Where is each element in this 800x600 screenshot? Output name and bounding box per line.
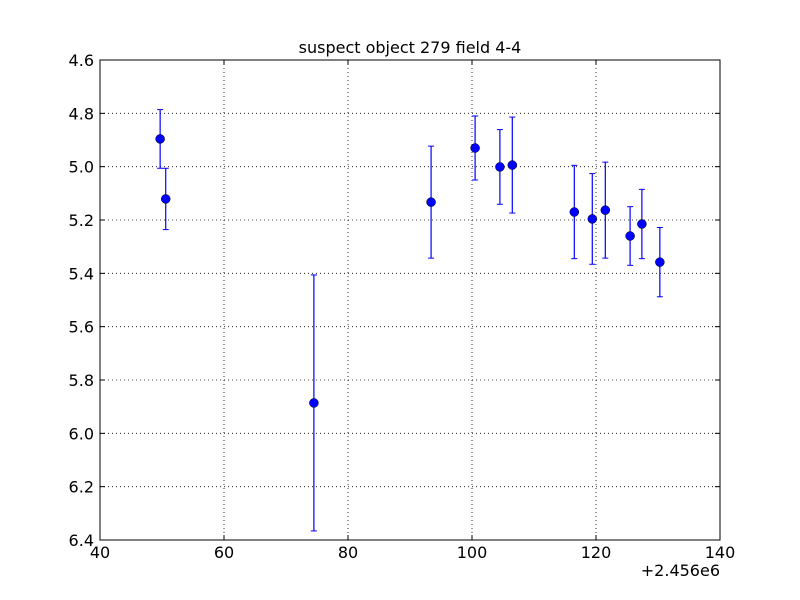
y-tick-label: 6.2 <box>69 478 94 497</box>
data-point <box>569 207 580 217</box>
x-offset-label: +2.456e6 <box>641 561 720 580</box>
y-tick-label: 4.6 <box>69 51 94 70</box>
data-point <box>309 398 319 408</box>
y-tick-label: 6.0 <box>69 424 94 443</box>
data-point <box>160 194 171 204</box>
y-tick-label: 5.8 <box>69 371 94 390</box>
data-point <box>155 134 165 144</box>
x-tick-label: 140 <box>705 543 736 562</box>
y-tick-label: 5.0 <box>69 158 94 177</box>
chart-title: suspect object 279 field 4-4 <box>299 38 522 57</box>
x-tick-label: 100 <box>457 543 488 562</box>
x-tick-label: 120 <box>581 543 612 562</box>
data-point <box>587 214 598 224</box>
data-point <box>470 143 480 153</box>
y-tick-label: 6.4 <box>69 531 94 550</box>
plot-frame <box>99 59 721 541</box>
data-point <box>426 197 436 207</box>
data-point <box>655 257 665 267</box>
data-point <box>637 219 647 229</box>
x-tick-label: 40 <box>90 543 110 562</box>
y-tick-label: 5.2 <box>69 211 94 230</box>
x-tick-label: 60 <box>214 543 234 562</box>
x-tick-label: 80 <box>338 543 358 562</box>
y-tick-label: 5.4 <box>69 264 94 283</box>
data-point <box>507 160 518 170</box>
data-point <box>495 162 505 172</box>
data-point <box>600 205 611 215</box>
y-tick-label: 5.6 <box>69 318 94 337</box>
y-tick-label: 4.8 <box>69 104 94 123</box>
data-point <box>625 231 635 241</box>
